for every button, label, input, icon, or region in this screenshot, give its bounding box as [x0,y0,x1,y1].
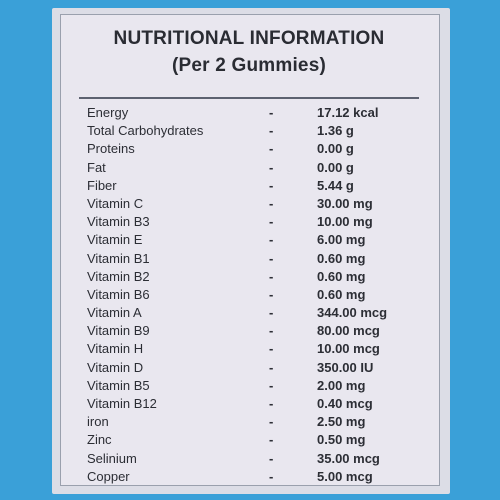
nutrient-row: Proteins - 0.00 g [87,140,417,158]
nutrient-separator: - [269,159,274,175]
nutrient-table: Energy - 17.12 kcal Total Carbohydrates - 1.3… [87,104,417,486]
nutrient-separator: - [269,323,274,339]
nutrient-row: Vitamin B9 - 80.00 mcg [87,322,417,340]
nutrient-row: Vitamin C - 30.00 mg [87,195,417,213]
nutrient-name: Vitamin B9 [87,323,150,339]
nutrient-row: Vitamin B3 - 10.00 mg [87,213,417,231]
nutrient-row: Fat - 0.00 g [87,159,417,177]
nutrient-separator: - [269,250,274,266]
nutrient-name: Proteins [87,141,135,157]
panel-header: NUTRITIONAL INFORMATION (Per 2 Gummies) [79,25,419,93]
nutrient-name: Copper [87,468,130,484]
nutrient-value: 1.36 g [317,123,354,139]
nutrient-name: Energy [87,105,129,120]
nutrient-name: Zinc [87,432,112,448]
nutrient-row: Selinium - 35.00 mcg [87,450,417,468]
nutrient-value: 17.12 kcal [317,105,379,120]
nutrient-separator: - [269,105,274,120]
nutrient-value: 10.00 mcg [317,341,380,357]
nutrient-row: Zinc - 0.50 mg [87,431,417,449]
nutrient-value: 35.00 mcg [317,450,380,466]
nutrient-value: 350.00 IU [317,359,374,375]
nutrient-separator: - [269,377,274,393]
nutrient-separator: - [269,141,274,157]
nutrient-separator: - [269,305,274,321]
nutrient-separator: - [269,359,274,375]
nutrient-value: 0.00 g [317,159,354,175]
nutrient-name: Selinium [87,450,137,466]
nutrient-name: Fiber [87,177,117,193]
nutrient-separator: - [269,450,274,466]
nutrient-name: Vitamin A [87,305,142,321]
nutrient-value: 0.50 mg [317,432,366,448]
nutrient-name: Vitamin C [87,195,144,211]
nutrient-value: 2.50 mg [317,414,366,430]
nutrient-row: Vitamin A - 344.00 mcg [87,304,417,322]
nutrient-name: Vitamin B3 [87,214,150,230]
nutrient-row: Vitamin B6 - 0.60 mg [87,286,417,304]
nutrient-value: 5.44 g [317,177,354,193]
panel-subtitle: (Per 2 Gummies) [172,55,326,76]
nutrient-value: 0.60 mg [317,268,366,284]
nutrient-row: Total Carbohydrates - 1.36 g [87,122,417,140]
nutrient-value: 6.00 mg [317,232,366,248]
nutrient-value: 30.00 mg [317,195,373,211]
nutrient-separator: - [269,286,274,302]
nutrient-separator: - [269,232,274,248]
nutrient-separator: - [269,414,274,430]
nutrient-name: Vitamin B12 [87,396,157,411]
nutrient-row: Vitamin B5 - 2.00 mg [87,377,417,395]
panel-title: NUTRITIONAL INFORMATION [113,28,385,49]
nutrient-row: Vitamin D - 350.00 IU [87,359,417,377]
nutrient-row: Vitamin B2 - 0.60 mg [87,268,417,286]
nutrient-value: 0.40 mcg [317,396,373,411]
nutrient-name: Vitamin B5 [87,377,150,393]
nutrient-value: 5.00 mcg [317,468,373,484]
nutrient-row: Vitamin H - 10.00 mcg [87,340,417,358]
nutrient-value: 0.00 g [317,141,354,157]
header-divider [79,97,419,99]
nutrient-name: Total Carbohydrates [87,123,204,139]
nutrient-name: Vitamin B1 [87,250,150,266]
nutrient-name: Vitamin E [87,232,143,248]
nutrient-name: Fat [87,159,106,175]
nutrient-separator: - [269,432,274,448]
nutrient-separator: - [269,123,274,139]
nutrient-separator: - [269,195,274,211]
nutrient-row: Copper - 5.00 mcg [87,468,417,486]
nutrient-name: Vitamin B2 [87,268,150,284]
nutrition-panel: NUTRITIONAL INFORMATION (Per 2 Gummies) … [60,14,440,486]
nutrient-row: Energy - 17.12 kcal [87,104,417,122]
nutrient-value: 2.00 mg [317,377,366,393]
nutrient-value: 0.60 mg [317,286,366,302]
nutrient-name: iron [87,414,109,430]
nutrient-separator: - [269,341,274,357]
nutrient-row: Vitamin E - 6.00 mg [87,231,417,249]
nutrient-value: 10.00 mg [317,214,373,230]
nutrient-name: Vitamin H [87,341,144,357]
nutrient-value: 0.60 mg [317,250,366,266]
nutrient-separator: - [269,214,274,230]
nutrient-row: Vitamin B1 - 0.60 mg [87,250,417,268]
nutrient-separator: - [269,177,274,193]
nutrient-row: iron - 2.50 mg [87,413,417,431]
nutrient-row: Vitamin B12 - 0.40 mcg [87,395,417,413]
nutrient-name: Vitamin D [87,359,144,375]
nutrient-separator: - [269,268,274,284]
nutrient-row: Fiber - 5.44 g [87,177,417,195]
nutrient-name: Vitamin B6 [87,286,150,302]
nutrient-value: 80.00 mcg [317,323,380,339]
nutrient-separator: - [269,468,274,484]
nutrient-separator: - [269,396,274,411]
nutrient-value: 344.00 mcg [317,305,388,321]
